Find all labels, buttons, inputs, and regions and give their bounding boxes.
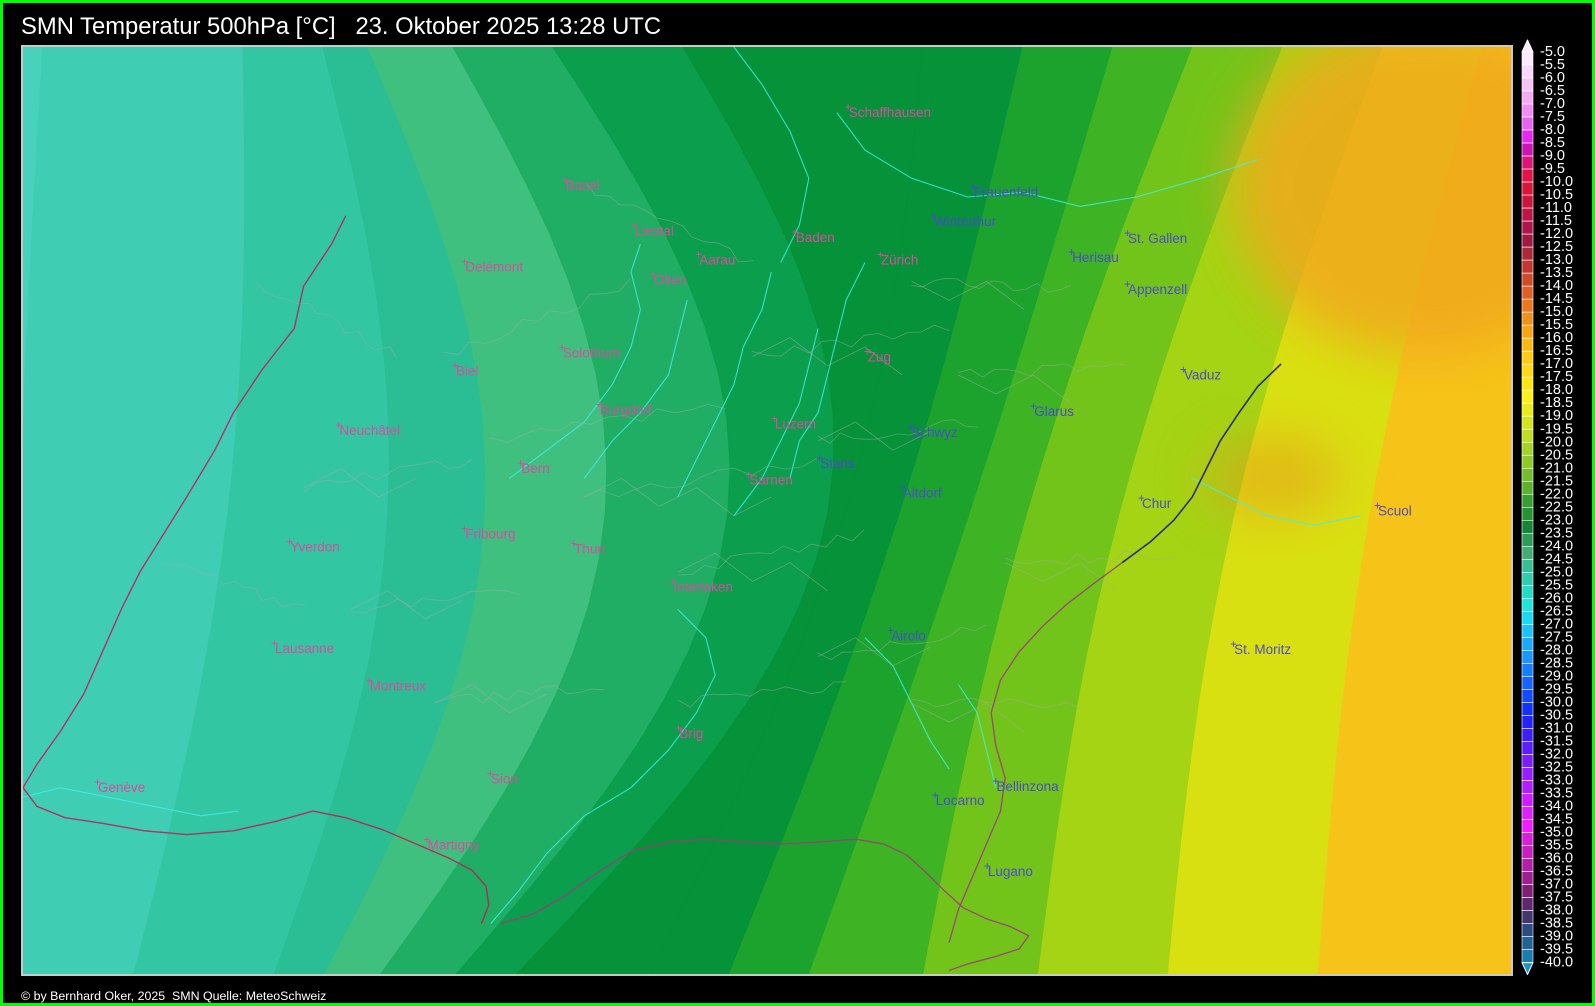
svg-text:Delémont: Delémont (465, 259, 523, 274)
svg-text:Frauenfeld: Frauenfeld (974, 185, 1039, 200)
svg-text:Olten: Olten (654, 273, 686, 288)
svg-text:Brig: Brig (679, 726, 703, 741)
svg-text:Herisau: Herisau (1072, 250, 1119, 265)
svg-text:-40.0: -40.0 (1540, 955, 1573, 971)
svg-text:Scuol: Scuol (1378, 504, 1412, 519)
svg-text:Schaffhausen: Schaffhausen (849, 105, 931, 120)
svg-text:Thun: Thun (574, 541, 605, 556)
svg-text:St. Gallen: St. Gallen (1128, 231, 1187, 246)
svg-text:Vaduz: Vaduz (1184, 367, 1222, 382)
svg-text:Liestal: Liestal (635, 223, 674, 238)
svg-text:Zürich: Zürich (881, 253, 919, 268)
svg-text:Aarau: Aarau (699, 253, 735, 268)
svg-text:Burgdorf: Burgdorf (600, 402, 652, 417)
svg-text:Zug: Zug (868, 349, 891, 364)
svg-text:Winterthur: Winterthur (934, 214, 997, 229)
svg-text:Martigny: Martigny (428, 838, 480, 853)
svg-text:Airolo: Airolo (891, 629, 926, 644)
svg-text:Baden: Baden (796, 230, 835, 245)
svg-text:Chur: Chur (1142, 496, 1172, 511)
svg-text:Luzern: Luzern (775, 417, 816, 432)
svg-text:Neuchâtel: Neuchâtel (339, 423, 400, 438)
svg-text:Lugano: Lugano (988, 864, 1033, 879)
svg-text:Genève: Genève (98, 780, 145, 795)
svg-text:Biel: Biel (456, 364, 479, 379)
svg-text:Sion: Sion (491, 772, 518, 787)
svg-text:Interlaken: Interlaken (674, 579, 733, 594)
svg-text:Schwyz: Schwyz (911, 425, 958, 440)
svg-text:Sarnen: Sarnen (749, 472, 793, 487)
svg-text:Glarus: Glarus (1034, 404, 1074, 419)
svg-text:Fribourg: Fribourg (465, 526, 515, 541)
svg-text:Solothurn: Solothurn (563, 346, 621, 361)
svg-text:Locarno: Locarno (936, 793, 985, 808)
svg-text:Bern: Bern (521, 461, 550, 476)
svg-text:Stans: Stans (820, 456, 855, 471)
svg-text:Lausanne: Lausanne (275, 641, 334, 656)
svg-text:Bellinzona: Bellinzona (996, 779, 1059, 794)
svg-text:Altdorf: Altdorf (903, 486, 942, 501)
svg-text:St. Moritz: St. Moritz (1234, 642, 1291, 657)
svg-text:Yverdon: Yverdon (290, 540, 340, 555)
svg-text:Basel: Basel (566, 178, 600, 193)
svg-text:Montreux: Montreux (370, 679, 427, 694)
svg-text:Appenzell: Appenzell (1128, 282, 1187, 297)
